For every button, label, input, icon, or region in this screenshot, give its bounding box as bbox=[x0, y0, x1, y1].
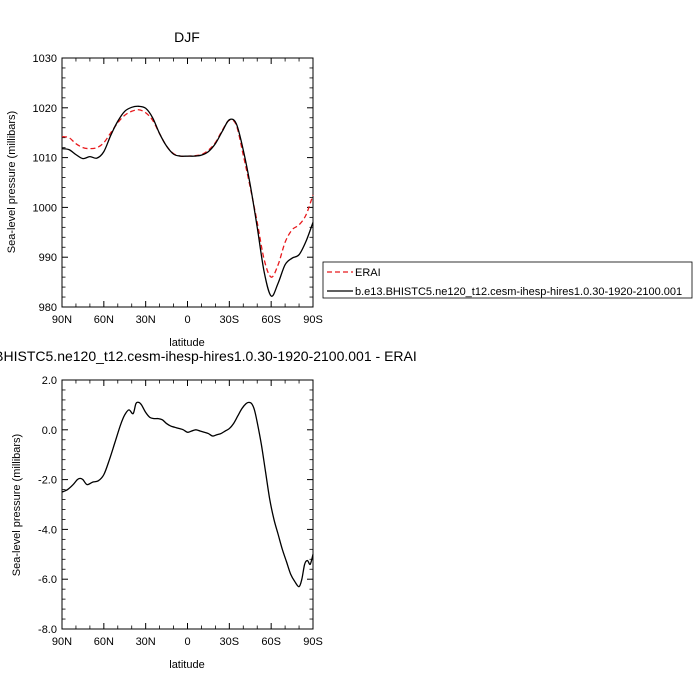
y-tick-label: 1010 bbox=[33, 153, 57, 165]
y-tick-label: 990 bbox=[39, 252, 57, 264]
top-chart: DJF 90N 60N 30N 0 30S 60S 90S 980 990 1000 1010 102… bbox=[6, 29, 323, 349]
y-axis-label: Sea-level pressure (millibars) bbox=[11, 434, 23, 576]
x-axis-label: latitude bbox=[169, 337, 204, 349]
x-tick-label: 60N bbox=[94, 636, 114, 648]
x-axis-label: latitude bbox=[169, 659, 204, 671]
chart-title: b.e13.BHISTC5.ne120_t12.cesm-ihesp-hires… bbox=[0, 348, 417, 364]
x-tick-label: 0 bbox=[184, 314, 190, 326]
x-tick-label: 30N bbox=[136, 636, 156, 648]
y-tick-label: -2.0 bbox=[38, 475, 57, 487]
y-tick-label: 2.0 bbox=[42, 375, 57, 387]
series-line-model bbox=[61, 105, 314, 297]
y-axis-label: Sea-level pressure (millibars) bbox=[6, 111, 18, 253]
y-tick-label: -6.0 bbox=[38, 574, 57, 586]
plot-frame bbox=[61, 57, 314, 308]
legend-label-erai: ERAI bbox=[355, 267, 381, 279]
x-tick-label: 90S bbox=[303, 314, 323, 326]
y-tick-label: 1020 bbox=[33, 103, 57, 115]
x-tick-label: 60S bbox=[261, 314, 281, 326]
x-tick-label: 90N bbox=[52, 314, 72, 326]
plot-frame bbox=[61, 379, 314, 630]
y-tick-label: 1000 bbox=[33, 202, 57, 214]
y-tick-label: 0.0 bbox=[42, 425, 57, 437]
bottom-chart: b.e13.BHISTC5.ne120_t12.cesm-ihesp-hires… bbox=[0, 348, 417, 671]
legend-box bbox=[322, 261, 693, 299]
x-tick-label: 30S bbox=[220, 314, 240, 326]
x-tick-label: 0 bbox=[184, 636, 190, 648]
chart-title: DJF bbox=[174, 29, 200, 45]
x-tick-label: 60S bbox=[261, 636, 281, 648]
y-tick-label: 980 bbox=[39, 302, 57, 314]
y-tick-label: 1030 bbox=[33, 53, 57, 65]
legend: ERAI b.e13.BHISTC5.ne120_t12.cesm-ihesp-… bbox=[322, 261, 693, 299]
y-tick-label: -4.0 bbox=[38, 524, 57, 536]
x-tick-label: 30S bbox=[220, 636, 240, 648]
y-tick-label: -8.0 bbox=[38, 624, 57, 636]
series-line-erai bbox=[61, 109, 314, 278]
series-line-difference bbox=[61, 401, 314, 588]
x-tick-label: 90S bbox=[303, 636, 323, 648]
x-tick-label: 60N bbox=[94, 314, 114, 326]
legend-label-model: b.e13.BHISTC5.ne120_t12.cesm-ihesp-hires… bbox=[355, 286, 682, 298]
x-tick-label: 90N bbox=[52, 636, 72, 648]
x-tick-label: 30N bbox=[136, 314, 156, 326]
